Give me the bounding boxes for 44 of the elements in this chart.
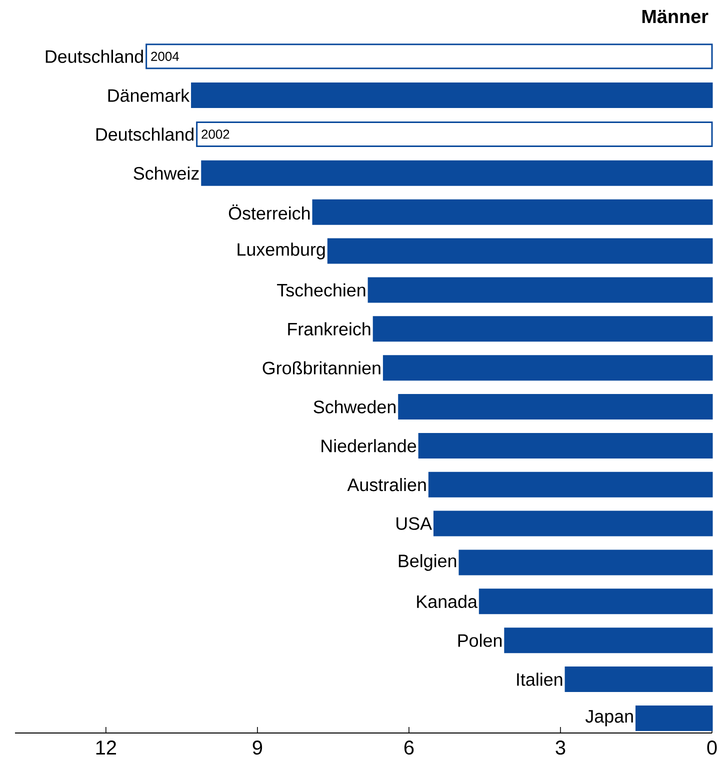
x-tick-label: 12 (96, 740, 116, 754)
bar (564, 666, 713, 692)
bar (418, 432, 713, 458)
y-tick-label: Australien (347, 478, 426, 492)
y-tick-label: Frankreich (288, 322, 370, 336)
x-tick-label: 3 (556, 740, 566, 755)
y-tick-label: Luxemburg (238, 242, 325, 260)
x-tick-label: 6 (404, 740, 414, 755)
bar (368, 277, 713, 303)
bar (458, 550, 713, 576)
y-tick-label: Belgien (398, 554, 456, 571)
bar (382, 355, 713, 381)
y-tick-label: Tschechien (277, 283, 366, 297)
bar (433, 510, 713, 536)
y-tick-label: Schweiz (134, 166, 199, 180)
chart-title: Männer (642, 10, 708, 24)
y-tick-label: Österreich (228, 204, 310, 220)
bar (398, 394, 713, 420)
bar (146, 44, 713, 70)
annotation: 2004 (151, 52, 179, 61)
y-tick-label: USA (396, 517, 432, 530)
y-tick-label: Polen (458, 634, 502, 647)
y-tick-label: Deutschland (96, 128, 194, 141)
bar (201, 160, 713, 186)
bar (478, 588, 713, 614)
bar (372, 316, 713, 342)
bar (504, 628, 713, 654)
bar (312, 199, 713, 225)
y-tick-label: Italien (517, 672, 562, 686)
x-tick-label: 0 (707, 740, 717, 755)
bar (327, 238, 713, 264)
y-tick-label: Japan (585, 710, 633, 726)
bar (196, 121, 713, 147)
bar (635, 705, 713, 731)
bar (191, 82, 713, 108)
bar (428, 472, 713, 498)
x-tick-label: 9 (252, 740, 262, 755)
y-tick-label: Großbritannien (262, 361, 380, 374)
y-tick-label: Kanada (417, 594, 478, 608)
y-tick-label: Dänemark (108, 88, 190, 102)
annotation: 2002 (202, 130, 230, 139)
y-tick-label: Deutschland (46, 50, 143, 63)
y-tick-label: Niederlande (322, 439, 416, 452)
y-tick-label: Schweden (314, 400, 396, 414)
